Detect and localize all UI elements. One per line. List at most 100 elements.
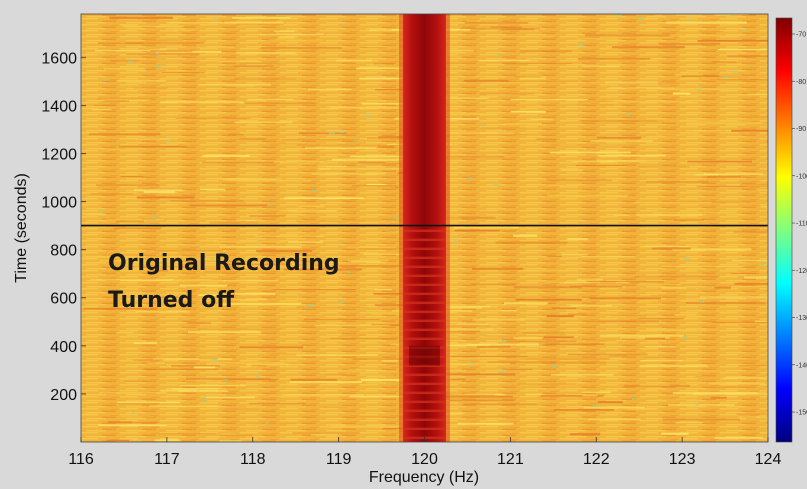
noise-streak <box>596 320 660 323</box>
noise-streak <box>551 374 614 376</box>
noise-streak <box>234 77 297 80</box>
noise-streak <box>197 294 231 296</box>
noise-streak <box>194 366 216 369</box>
noise-streak <box>625 288 696 290</box>
noise-streak <box>446 156 505 158</box>
noise-streak <box>255 235 325 237</box>
noise-streak <box>186 378 271 380</box>
noise-streak <box>133 342 158 345</box>
noise-streak <box>351 185 397 187</box>
x-tick-label: 120 <box>411 451 438 468</box>
noise-streak <box>356 67 407 70</box>
noise-streak <box>696 185 746 187</box>
noise-streak <box>672 392 758 395</box>
noise-streak <box>436 238 472 239</box>
noise-speck <box>584 216 587 219</box>
noise-streak <box>155 188 189 190</box>
noise-streak <box>581 65 620 68</box>
noise-streak <box>132 439 177 441</box>
peak-band-dark <box>409 345 440 366</box>
noise-streak <box>742 286 768 288</box>
noise-streak <box>695 376 717 378</box>
noise-streak <box>513 286 582 289</box>
noise-streak <box>582 394 598 397</box>
noise-streak <box>561 169 583 171</box>
noise-streak <box>172 388 219 390</box>
noise-streak <box>275 314 322 316</box>
noise-streak <box>239 137 267 140</box>
colorbar-tick-label: -100 <box>796 173 807 180</box>
noise-streak <box>658 43 721 45</box>
noise-streak <box>293 212 353 214</box>
noise-streak <box>118 145 187 148</box>
noise-streak <box>188 331 261 334</box>
noise-streak <box>103 67 146 70</box>
noise-streak <box>85 254 139 256</box>
noise-streak <box>714 436 764 439</box>
noise-speck <box>759 263 765 266</box>
noise-streak <box>687 370 732 372</box>
noise-streak <box>336 59 372 62</box>
noise-streak <box>283 197 365 199</box>
noise-streak <box>259 33 324 36</box>
noise-speck <box>695 404 699 406</box>
noise-streak <box>434 328 493 331</box>
noise-speck <box>699 301 705 303</box>
noise-streak <box>369 29 400 32</box>
y-tick-label: 400 <box>50 339 77 356</box>
noise-streak <box>144 39 184 42</box>
noise-streak <box>163 279 213 281</box>
noise-streak <box>144 368 219 370</box>
noise-streak <box>467 343 539 346</box>
colorbar-tick-label: -80 <box>796 79 806 86</box>
noise-streak <box>160 101 244 104</box>
noise-streak <box>525 393 544 395</box>
noise-streak <box>687 160 752 163</box>
noise-streak <box>739 365 768 367</box>
noise-streak <box>620 336 670 339</box>
y-tick-label: 1400 <box>41 98 77 115</box>
noise-speck <box>626 113 632 115</box>
noise-streak <box>125 346 203 347</box>
noise-streak <box>486 36 554 38</box>
noise-streak <box>126 53 200 55</box>
noise-streak <box>202 268 262 270</box>
noise-streak <box>317 167 402 170</box>
noise-streak <box>132 359 163 361</box>
noise-streak <box>438 97 489 99</box>
noise-streak <box>548 184 579 187</box>
y-axis-label: Time (seconds) <box>13 173 30 283</box>
x-tick-label: 122 <box>583 451 610 468</box>
noise-streak <box>639 384 670 386</box>
noise-streak <box>101 98 150 101</box>
noise-streak <box>700 296 768 299</box>
peak-band-stripe <box>403 382 446 386</box>
y-tick-label: 200 <box>50 387 77 404</box>
noise-streak <box>154 439 181 442</box>
noise-streak <box>330 425 410 428</box>
noise-streak <box>249 215 286 217</box>
noise-streak <box>474 76 495 78</box>
noise-streak <box>754 320 768 323</box>
noise-streak <box>569 433 601 436</box>
x-tick-label: 118 <box>240 451 266 468</box>
noise-streak <box>339 265 418 267</box>
x-axis-label: Frequency (Hz) <box>369 469 479 486</box>
noise-streak <box>97 97 153 100</box>
noise-streak <box>575 165 626 166</box>
noise-streak <box>160 389 198 392</box>
noise-streak <box>431 305 491 308</box>
noise-streak <box>464 22 529 24</box>
colorbar-tick-label: -90 <box>796 126 806 133</box>
noise-streak <box>281 394 365 396</box>
noise-streak <box>117 401 181 403</box>
noise-speck <box>468 362 473 364</box>
noise-streak <box>546 179 613 182</box>
noise-streak <box>611 315 647 317</box>
noise-streak <box>223 279 279 282</box>
noise-streak <box>552 307 577 309</box>
noise-streak <box>666 21 747 24</box>
noise-streak <box>525 358 610 360</box>
noise-streak <box>511 80 578 83</box>
noise-streak <box>674 73 703 76</box>
